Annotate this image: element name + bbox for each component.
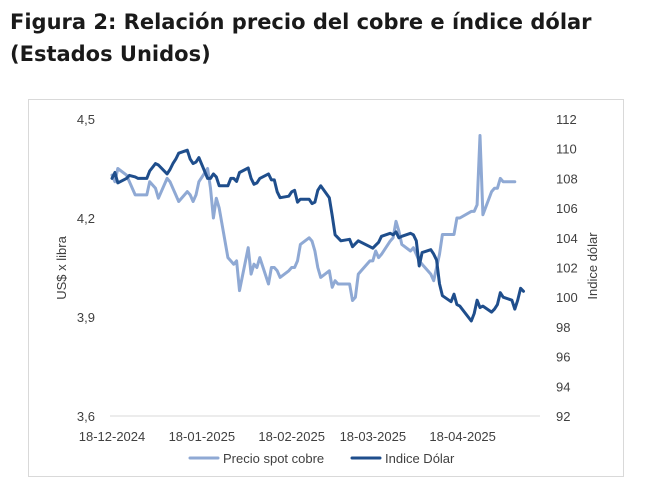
x-tick-label: 18-01-2025 xyxy=(169,429,236,444)
left-axis-ticks: 3,6 3,9 4,2 4,5 xyxy=(77,112,95,424)
left-tick-label: 4,2 xyxy=(77,211,95,226)
right-tick-label: 112 xyxy=(556,112,577,127)
x-tick-label: 18-02-2025 xyxy=(258,429,325,444)
chart-frame xyxy=(28,99,624,477)
x-tick-label: 18-12-2024 xyxy=(79,429,146,444)
right-axis-label: Indice dólar xyxy=(585,232,600,300)
x-tick-label: 18-04-2025 xyxy=(429,429,496,444)
x-tick-label: 18-03-2025 xyxy=(340,429,407,444)
legend: Precio spot cobre Indice Dólar xyxy=(188,451,455,466)
left-axis-label: US$ x libra xyxy=(54,235,69,299)
right-tick-label: 110 xyxy=(556,142,577,157)
series-line-copper xyxy=(110,134,517,302)
right-tick-label: 92 xyxy=(556,409,570,424)
figure-title: Figura 2: Relación precio del cobre e ín… xyxy=(10,6,650,70)
left-tick-label: 4,5 xyxy=(77,112,95,127)
series-line-dollar xyxy=(110,148,525,323)
right-tick-label: 104 xyxy=(556,231,578,246)
legend-label-copper: Precio spot cobre xyxy=(223,451,324,466)
series-layer xyxy=(110,134,525,323)
left-tick-label: 3,9 xyxy=(77,310,95,325)
right-tick-label: 98 xyxy=(556,320,570,335)
right-tick-label: 94 xyxy=(556,379,570,394)
left-tick-label: 3,6 xyxy=(77,409,95,424)
right-axis-ticks: 92 94 96 98 100 102 104 106 108 110 112 xyxy=(556,112,578,424)
right-tick-label: 108 xyxy=(556,171,578,186)
right-tick-label: 106 xyxy=(556,201,578,216)
right-tick-label: 96 xyxy=(556,350,570,365)
legend-label-dollar: Indice Dólar xyxy=(385,451,455,466)
x-axis-ticks: 18-12-2024 18-01-2025 18-02-2025 18-03-2025… xyxy=(79,415,540,444)
right-tick-label: 102 xyxy=(556,261,578,276)
right-tick-label: 100 xyxy=(556,290,578,305)
figure-title-line-1: Figura 2: Relación precio del cobre e ín… xyxy=(10,10,592,34)
figure-title-line-2: (Estados Unidos) xyxy=(10,42,211,66)
